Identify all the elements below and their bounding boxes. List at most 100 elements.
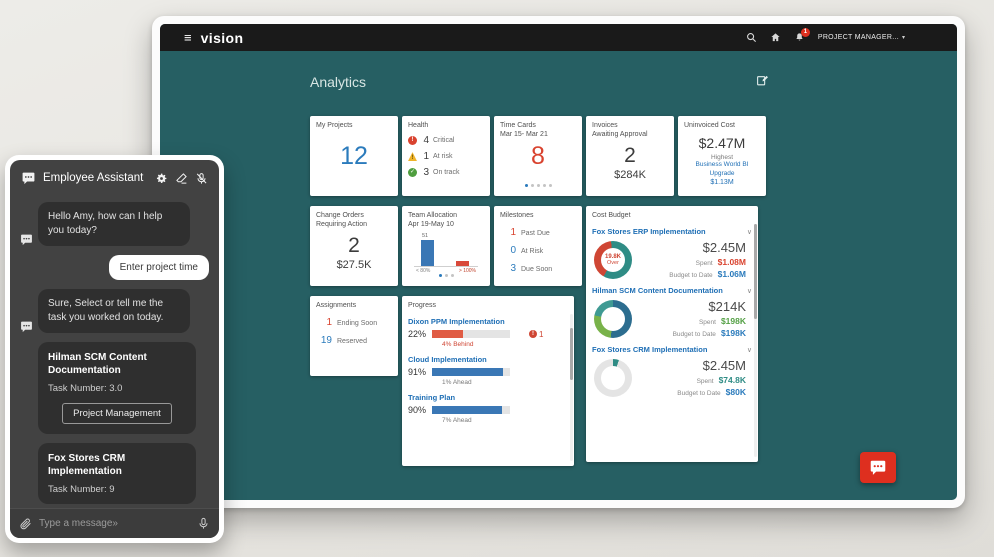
home-icon[interactable]	[770, 32, 781, 43]
card-invoices[interactable]: Invoices Awaiting Approval 2 $284K	[586, 116, 674, 196]
task-number: Task Number: 3.0	[48, 383, 123, 394]
highest-amount: $1.13M	[710, 178, 734, 186]
cost-budget-item: Fox Stores ERP Implementation ∨ 19.8K Ov…	[592, 227, 752, 279]
menu-icon[interactable]: ≡	[184, 30, 192, 45]
card-change-orders[interactable]: Change Orders Requiring Action 2 $27.5K	[310, 206, 398, 286]
health-count: 3	[423, 167, 429, 179]
pagination-dots[interactable]	[494, 174, 582, 192]
chevron-down-icon[interactable]: ∨	[746, 228, 752, 236]
microphone-icon[interactable]	[197, 517, 210, 530]
assignment-label: Ending Soon	[337, 320, 378, 328]
milestone-label: Due Soon	[521, 266, 553, 274]
warning-icon: !	[408, 152, 417, 162]
user-label: PROJECT MANAGER...	[817, 34, 899, 41]
scrollbar[interactable]	[754, 224, 757, 457]
health-count: 1	[423, 151, 429, 163]
progress-percent: 22%	[408, 329, 427, 340]
critical-icon: !	[408, 136, 417, 146]
milestone-count: 1	[510, 227, 516, 239]
project-link[interactable]: Training Plan	[408, 393, 456, 403]
card-title: Assignments	[316, 302, 357, 309]
project-link[interactable]: Dixon PPM Implementation	[408, 317, 505, 327]
edit-page-icon[interactable]	[756, 74, 769, 92]
bot-avatar-icon	[20, 321, 33, 333]
assignment-row: 19 Reserved	[316, 335, 392, 346]
budget-total: $2.45M	[702, 358, 746, 374]
search-icon[interactable]	[746, 32, 757, 43]
settings-gear-icon[interactable]	[155, 172, 168, 185]
budget-donut-chart	[594, 358, 632, 397]
assignment-count: 1	[326, 317, 332, 329]
progress-bar	[432, 406, 510, 415]
spent-label: Spent	[695, 260, 713, 268]
card-milestones[interactable]: Milestones 1 Past Due 0 At Risk 3 Due So…	[494, 206, 582, 286]
health-label: On track	[433, 169, 460, 177]
card-title: Uninvoiced Cost	[684, 122, 735, 129]
highest-label: Highest	[710, 154, 734, 162]
card-my-projects[interactable]: My Projects 12	[310, 116, 398, 196]
scrollbar[interactable]	[570, 314, 573, 461]
task-card[interactable]: Hilman SCM Content Documentation Task Nu…	[38, 342, 196, 434]
card-title: Milestones	[500, 212, 534, 219]
scrollbar-thumb[interactable]	[754, 224, 757, 319]
card-uninvoiced-cost[interactable]: Uninvoiced Cost $2.47M Highest Business …	[678, 116, 766, 196]
card-cost-budget[interactable]: Cost Budget Fox Stores ERP Implementatio…	[586, 206, 758, 462]
chevron-down-icon[interactable]: ∨	[746, 287, 752, 295]
project-link[interactable]: Fox Stores CRM Implementation	[592, 345, 708, 355]
health-row: ! 1 At risk	[408, 151, 484, 162]
progress-bar	[432, 330, 510, 339]
card-health[interactable]: Health ! 4 Critical ! 1 At risk ✓ 3 O	[402, 116, 490, 196]
invoices-amount: $284K	[614, 169, 646, 182]
budget-value: $198K	[720, 328, 746, 339]
overrun-value: 19.8K	[604, 253, 621, 260]
task-card-title: Fox Stores CRM Implementation	[48, 453, 126, 477]
invoices-count: 2	[624, 144, 636, 168]
budget-donut-chart: 19.8K Over	[594, 240, 632, 279]
message-input[interactable]	[39, 518, 190, 529]
cost-budget-item: Hilman SCM Content Documentation ∨ $214K…	[592, 286, 752, 338]
card-team-allocation[interactable]: Team Allocation Apr 19-May 10 51 < 80% >…	[402, 206, 490, 286]
pagination-dots[interactable]	[402, 264, 490, 282]
progress-percent: 90%	[408, 405, 427, 416]
bot-message: Sure, Select or tell me the task you wor…	[20, 289, 209, 333]
project-link[interactable]: Fox Stores ERP Implementation	[592, 227, 706, 237]
attachment-icon[interactable]	[19, 517, 32, 530]
scrollbar-thumb[interactable]	[570, 328, 573, 380]
notifications-icon[interactable]: 1	[794, 28, 810, 43]
chat-messages: Hello Amy, how can I help you today? Ent…	[10, 196, 219, 508]
milestone-count: 3	[510, 263, 516, 275]
chevron-down-icon[interactable]: ∨	[746, 346, 752, 354]
app-header: ≡ vision 1 PROJECT MANAGER... ▾	[160, 24, 957, 51]
card-progress[interactable]: Progress Dixon PPM Implementation 22% ! …	[402, 296, 574, 466]
budget-value: $1.06M	[717, 269, 746, 280]
card-assignments[interactable]: Assignments 1 Ending Soon 19 Reserved	[310, 296, 398, 376]
assignment-label: Reserved	[337, 338, 367, 346]
assistant-fab[interactable]	[860, 452, 896, 483]
milestone-row: 0 At Risk	[500, 245, 576, 256]
issue-indicator[interactable]: ! 1	[529, 330, 543, 339]
health-label: Critical	[433, 137, 455, 145]
budget-label: Budget to Date	[677, 390, 721, 398]
project-link[interactable]: Hilman SCM Content Documentation	[592, 286, 723, 296]
project-link[interactable]: Cloud Implementation	[408, 355, 487, 365]
budget-total: $214K	[708, 299, 746, 315]
card-title: Health	[408, 122, 429, 129]
spent-value: $1.08M	[717, 257, 746, 268]
page-title: Analytics	[310, 74, 367, 90]
card-title: Progress	[408, 302, 437, 309]
bar-value-label: 51	[422, 233, 429, 240]
project-management-button[interactable]: Project Management	[62, 403, 172, 424]
card-title: Change Orders	[316, 212, 364, 219]
app-logo: vision	[200, 29, 244, 46]
my-projects-count: 12	[340, 142, 368, 171]
card-time-cards[interactable]: Time Cards Mar 15- Mar 21 8	[494, 116, 582, 196]
user-menu[interactable]: PROJECT MANAGER... ▾	[818, 34, 905, 41]
clear-chat-icon[interactable]	[175, 172, 188, 185]
progress-status: 4% Behind	[442, 341, 474, 349]
highest-project-link[interactable]: Business World BI Upgrade	[695, 161, 749, 177]
budget-value: $80K	[725, 387, 746, 398]
progress-percent: 91%	[408, 367, 427, 378]
health-row: ✓ 3 On track	[408, 167, 484, 178]
task-card[interactable]: Fox Stores CRM Implementation Task Numbe…	[38, 443, 196, 504]
mute-audio-icon[interactable]	[195, 172, 208, 185]
